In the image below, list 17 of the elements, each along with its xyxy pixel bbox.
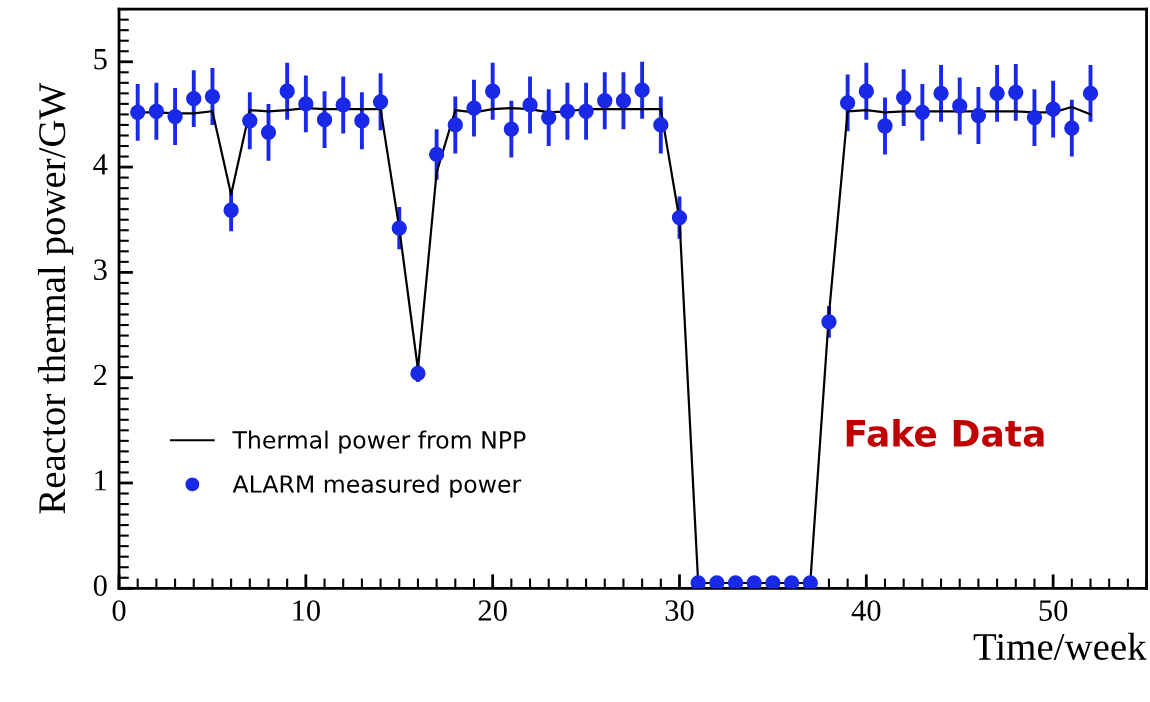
legend-label: Thermal power from NPP — [232, 430, 526, 454]
x-tick-label: 50 — [1039, 600, 1068, 621]
y-tick-label: 2 — [93, 364, 107, 386]
y-tick-label: 0 — [93, 575, 107, 596]
x-tick-label: 20 — [478, 600, 507, 621]
x-axis-title: Time/week — [973, 632, 1147, 661]
x-tick-label: 10 — [293, 600, 320, 621]
y-tick-label: 5 — [94, 49, 107, 70]
y-tick-label: 4 — [93, 154, 108, 175]
x-tick-label: 0 — [112, 600, 126, 621]
legend-label: ALARM measured power — [232, 474, 522, 498]
y-axis-title: Reactor thermal power/GW — [37, 82, 74, 514]
y-tick-label: 3 — [94, 259, 107, 281]
y-tick-label: 1 — [95, 470, 107, 491]
x-tick-label: 30 — [665, 600, 694, 621]
x-tick-label: 40 — [851, 600, 881, 621]
annotation: Fake Data — [846, 418, 1044, 447]
